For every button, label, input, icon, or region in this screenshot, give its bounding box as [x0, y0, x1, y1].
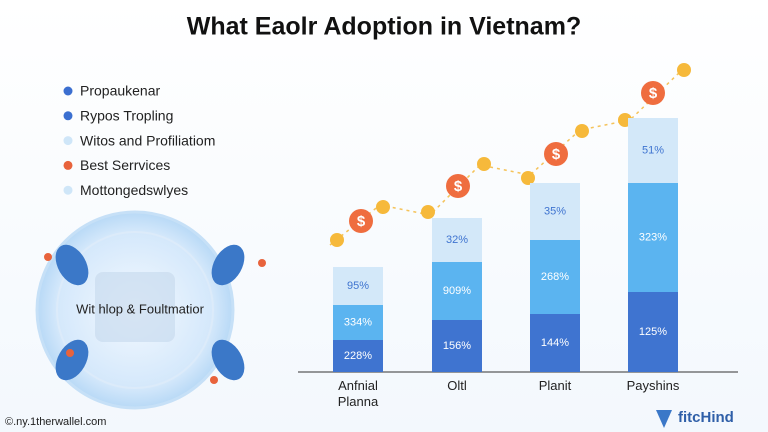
bar-segment	[628, 183, 678, 292]
segment-label: 95%	[347, 280, 369, 292]
category-label: Anfnial Planna	[337, 378, 379, 409]
coins: $ $ $ $	[329, 63, 691, 247]
bar-segment	[628, 292, 678, 372]
illustration-label: Wit hlop & Foultmatior	[76, 301, 205, 316]
segment-label: 32%	[446, 234, 468, 246]
legend-label: Propaukenar	[80, 83, 161, 99]
segment-label: 51%	[642, 144, 664, 156]
bar-segment	[530, 183, 580, 240]
bar-segment	[333, 340, 383, 372]
segment-label: 268%	[541, 271, 569, 283]
legend-dot	[63, 111, 73, 121]
category-label: Oltl	[447, 378, 467, 393]
legend-dot	[63, 136, 73, 146]
footer-source: ©.ny.1therwallel.com	[5, 416, 106, 428]
bar-segment	[333, 267, 383, 305]
bar-segment	[530, 240, 580, 314]
logo-icon	[656, 410, 672, 428]
svg-text:$: $	[454, 178, 463, 195]
title: What Eaolr Adoption in Vietnam?	[187, 13, 581, 41]
svg-text:$: $	[552, 146, 561, 163]
footer-logo: fitcHind	[678, 409, 734, 426]
legend-dot	[63, 185, 73, 195]
segment-label: 156%	[443, 340, 471, 352]
category-label: Payshins	[626, 378, 680, 393]
segment-label: 334%	[344, 316, 372, 328]
legend-dot	[63, 86, 73, 96]
legend-label: Witos and Profiliatiom	[80, 132, 215, 148]
svg-text:$: $	[357, 213, 366, 230]
segment-label: 909%	[443, 285, 471, 297]
segment-label: 228%	[344, 350, 372, 362]
segment-label: 35%	[544, 205, 566, 217]
bar-segment	[432, 262, 482, 320]
segment-label: 125%	[639, 326, 667, 338]
legend-label: Rypos Tropling	[80, 108, 173, 124]
svg-text:$: $	[649, 85, 658, 102]
category-label: Planit	[538, 378, 572, 393]
legend-label: Mottongedswlyes	[80, 182, 188, 198]
bar-segment	[628, 118, 678, 183]
legend-label: Best Serrvices	[80, 157, 170, 173]
bar-segment	[432, 320, 482, 372]
segment-label: 323%	[639, 231, 667, 243]
bar-segment	[530, 314, 580, 372]
illustration	[35, 210, 266, 410]
legend-dot	[63, 160, 73, 170]
bar-segment	[432, 218, 482, 262]
segment-label: 144%	[541, 337, 569, 349]
bar-segment	[333, 305, 383, 340]
